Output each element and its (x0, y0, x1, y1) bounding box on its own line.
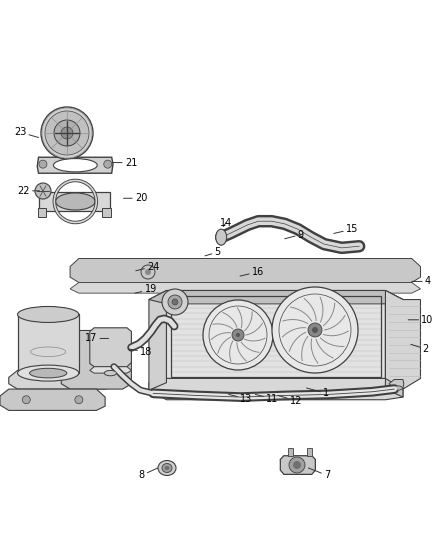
Polygon shape (18, 314, 79, 373)
Ellipse shape (53, 159, 97, 172)
Text: 21: 21 (113, 158, 137, 167)
Text: 9: 9 (285, 230, 304, 239)
Text: 23: 23 (14, 127, 39, 138)
Text: 11: 11 (255, 394, 279, 403)
Circle shape (272, 287, 358, 373)
Text: 22: 22 (17, 186, 39, 196)
Text: 7: 7 (308, 468, 330, 480)
Text: 24: 24 (136, 262, 159, 271)
Ellipse shape (158, 461, 176, 475)
Polygon shape (61, 330, 131, 389)
Polygon shape (385, 290, 420, 389)
Circle shape (54, 120, 80, 146)
Polygon shape (39, 192, 110, 211)
Circle shape (104, 160, 112, 168)
Text: 2: 2 (411, 344, 429, 354)
Circle shape (293, 461, 301, 469)
Circle shape (232, 329, 244, 341)
Text: 8: 8 (138, 468, 158, 480)
Ellipse shape (165, 466, 170, 470)
Text: 10: 10 (408, 315, 434, 325)
Polygon shape (90, 367, 131, 373)
Text: 20: 20 (124, 193, 147, 203)
Polygon shape (0, 389, 105, 410)
Circle shape (168, 295, 182, 309)
Text: 19: 19 (135, 285, 157, 294)
Text: 15: 15 (334, 224, 358, 234)
Polygon shape (389, 379, 404, 388)
Text: 17: 17 (85, 334, 109, 343)
Circle shape (162, 289, 188, 315)
Circle shape (145, 269, 151, 275)
Polygon shape (385, 290, 403, 397)
Circle shape (203, 300, 273, 370)
Polygon shape (149, 290, 166, 390)
Ellipse shape (215, 229, 227, 245)
Circle shape (22, 395, 30, 404)
Polygon shape (149, 290, 403, 304)
Text: 16: 16 (240, 267, 264, 277)
Circle shape (45, 111, 89, 155)
Circle shape (172, 299, 178, 305)
Polygon shape (70, 282, 420, 293)
Ellipse shape (56, 193, 95, 210)
Text: 13: 13 (229, 394, 252, 403)
Ellipse shape (393, 386, 403, 390)
Text: 1: 1 (307, 388, 329, 398)
Polygon shape (37, 157, 113, 173)
Circle shape (308, 323, 322, 337)
Circle shape (312, 327, 318, 333)
Ellipse shape (18, 306, 79, 322)
Circle shape (141, 265, 155, 279)
Ellipse shape (18, 365, 79, 381)
Polygon shape (166, 290, 385, 378)
Text: 14: 14 (220, 218, 232, 228)
Circle shape (75, 395, 83, 404)
Ellipse shape (29, 368, 67, 378)
Polygon shape (307, 448, 312, 456)
Circle shape (41, 107, 93, 159)
Text: 4: 4 (412, 277, 431, 286)
Text: 18: 18 (129, 347, 152, 357)
Polygon shape (38, 208, 46, 217)
Ellipse shape (162, 464, 172, 472)
Circle shape (61, 127, 73, 139)
Circle shape (236, 333, 240, 337)
Polygon shape (90, 328, 131, 367)
Text: 12: 12 (278, 395, 302, 406)
Circle shape (289, 457, 305, 473)
Polygon shape (288, 448, 293, 456)
Polygon shape (70, 259, 420, 282)
Polygon shape (149, 378, 403, 400)
Text: 5: 5 (205, 247, 221, 257)
Polygon shape (9, 370, 118, 389)
Polygon shape (102, 208, 111, 217)
Polygon shape (280, 456, 315, 474)
Circle shape (35, 183, 51, 199)
Circle shape (39, 160, 47, 168)
Ellipse shape (104, 370, 117, 376)
